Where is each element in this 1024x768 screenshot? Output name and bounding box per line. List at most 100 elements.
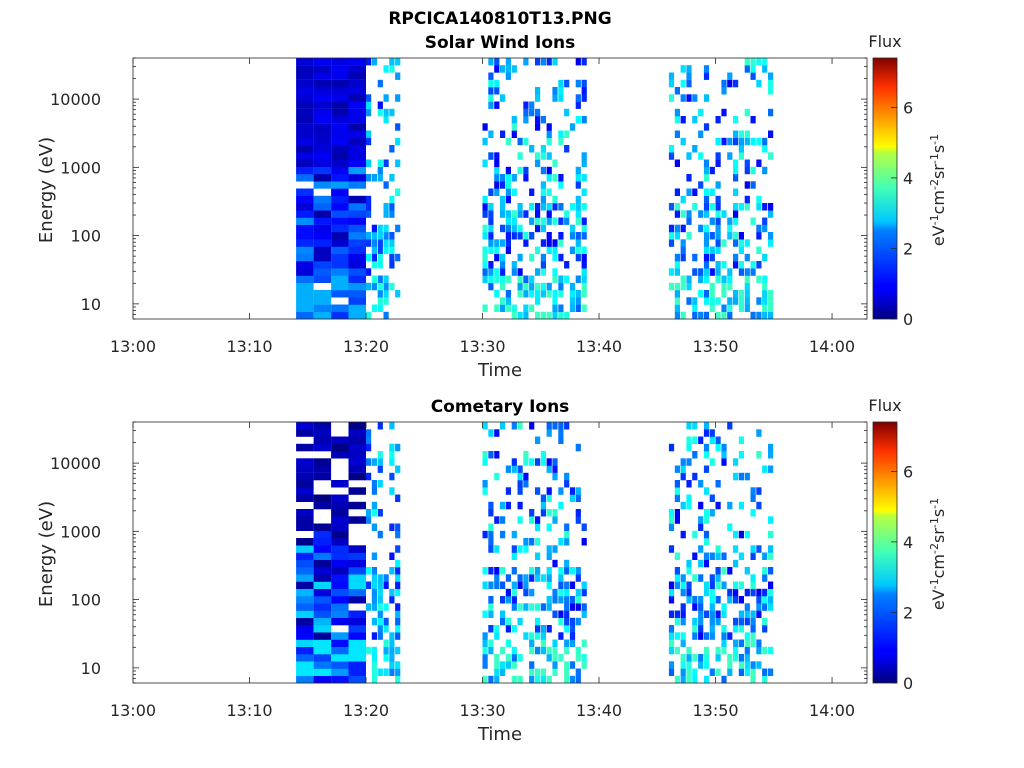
spectrogram-cell <box>569 123 576 131</box>
spectrogram-cell <box>482 487 488 495</box>
spectrogram-cell <box>738 501 744 510</box>
spectrogram-cell <box>296 203 314 211</box>
spectrogram-cell <box>686 501 692 510</box>
spectrogram-cell <box>668 523 675 531</box>
spectrogram-cell <box>680 79 686 88</box>
spectrogram-cell <box>529 632 535 640</box>
spectrogram-cell <box>552 596 558 604</box>
spectrogram-cell <box>552 668 558 676</box>
spectrogram-cell <box>383 581 389 589</box>
spectrogram-cell <box>674 581 680 589</box>
spectrogram-cell <box>575 617 581 626</box>
spectrogram-cell <box>768 443 774 452</box>
spectrogram-cell <box>366 232 372 240</box>
spectrogram-cell <box>371 275 377 283</box>
spectrogram-cell <box>395 94 401 102</box>
x-tick-label: 13:20 <box>343 701 389 720</box>
spectrogram-cell <box>546 130 552 138</box>
spectrogram-cell <box>756 58 762 66</box>
spectrogram-cell <box>331 567 349 575</box>
spectrogram-cell <box>482 458 488 466</box>
panel-title: Cometary Ions <box>431 397 570 417</box>
x-tick-label: 14:00 <box>809 701 855 720</box>
spectrogram-cell <box>296 101 314 109</box>
spectrogram-cell <box>686 297 692 305</box>
spectrogram-cell <box>750 509 756 517</box>
spectrogram-cell <box>756 545 762 553</box>
spectrogram-cell <box>535 94 541 102</box>
spectrogram-cell <box>395 581 401 589</box>
x-tick-label: 13:00 <box>110 701 156 720</box>
spectrogram-cell <box>296 516 314 524</box>
spectrogram-cell <box>733 130 739 138</box>
spectrogram-cell <box>313 603 332 611</box>
spectrogram-cell <box>505 588 511 597</box>
spectrogram-cell <box>564 668 570 676</box>
spectrogram-cell <box>313 632 332 640</box>
spectrogram-cell <box>377 668 383 676</box>
spectrogram-cell <box>674 210 680 218</box>
x-axis-label: Time <box>477 360 522 381</box>
spectrogram-cell <box>581 94 587 102</box>
spectrogram-cell <box>686 65 692 73</box>
spectrogram-cell <box>313 87 332 95</box>
spectrogram-cell <box>366 311 372 320</box>
spectrogram-cell <box>505 290 511 298</box>
spectrogram-cell <box>366 203 372 211</box>
spectrogram-cell <box>540 268 546 276</box>
spectrogram-cell <box>529 646 535 655</box>
spectrogram-cell <box>727 311 733 320</box>
spectrogram-cell <box>348 545 366 553</box>
spectrogram-cell <box>383 108 389 117</box>
spectrogram-cell <box>762 574 768 582</box>
spectrogram-cell <box>529 217 535 225</box>
spectrogram-cell <box>692 451 698 459</box>
spectrogram-cell <box>366 94 372 102</box>
spectrogram-cell <box>482 261 488 269</box>
spectrogram-cell <box>523 538 529 546</box>
spectrogram-cell <box>313 224 332 233</box>
spectrogram-cell <box>488 210 494 218</box>
spectrogram-cell <box>692 188 698 196</box>
spectrogram-cell <box>505 224 511 233</box>
spectrogram-cell <box>313 174 332 182</box>
spectrogram-cell <box>383 639 389 647</box>
spectrogram-cell <box>558 538 564 546</box>
spectrogram-cell <box>505 275 511 283</box>
spectrogram-cell <box>744 203 750 211</box>
spectrogram-cell <box>313 261 332 269</box>
spectrogram-cell <box>738 472 744 481</box>
spectrogram-cell <box>581 159 587 167</box>
spectrogram-cell <box>552 304 558 312</box>
spectrogram-cell <box>668 596 675 604</box>
spectrogram-cell <box>488 610 494 618</box>
spectrogram-cell <box>703 610 710 618</box>
spectrogram-cell <box>558 79 564 88</box>
spectrogram-cell <box>750 217 756 225</box>
spectrogram-cell <box>505 210 511 218</box>
spectrogram-cell <box>698 130 704 138</box>
spectrogram-cell <box>546 603 552 611</box>
spectrogram-cell <box>348 232 366 240</box>
spectrogram-cell <box>296 246 314 254</box>
spectrogram-cell <box>558 501 564 510</box>
spectrogram-cell <box>680 654 686 662</box>
spectrogram-cell <box>674 116 680 124</box>
spectrogram-cell <box>296 610 314 618</box>
spectrogram-cell <box>686 152 692 160</box>
spectrogram-cell <box>331 588 349 597</box>
spectrogram-cell <box>535 217 541 225</box>
spectrogram-cell <box>395 253 401 262</box>
spectrogram-cell <box>523 282 529 291</box>
spectrogram-cell <box>721 610 727 618</box>
spectrogram-cell <box>581 217 587 225</box>
spectrogram-cell <box>348 472 366 481</box>
spectrogram-cell <box>296 443 314 452</box>
spectrogram-cell <box>558 567 564 575</box>
spectrogram-cell <box>680 632 686 640</box>
spectrogram-cell <box>389 472 395 481</box>
spectrogram-cell <box>348 596 366 604</box>
spectrogram-cell <box>709 588 715 597</box>
y-tick-label: 10 <box>81 295 101 314</box>
spectrogram-cell <box>488 429 494 437</box>
